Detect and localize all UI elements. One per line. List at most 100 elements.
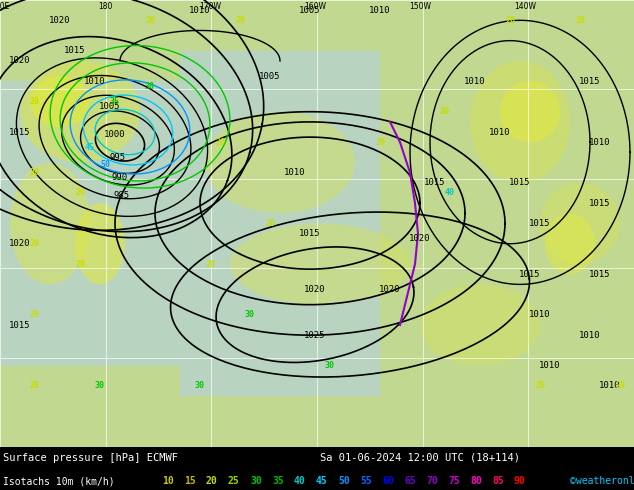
Text: Isotachs 10m (km/h): Isotachs 10m (km/h) — [3, 476, 115, 486]
Text: 70: 70 — [426, 476, 437, 486]
Text: 1025: 1025 — [304, 331, 326, 340]
Text: 30: 30 — [245, 310, 255, 319]
Text: 30: 30 — [250, 476, 262, 486]
Text: 1010: 1010 — [190, 6, 210, 15]
Text: 15: 15 — [184, 476, 196, 486]
Ellipse shape — [500, 81, 560, 142]
Text: 30: 30 — [145, 82, 155, 91]
Text: 170E: 170E — [0, 2, 10, 11]
Text: 1000: 1000 — [104, 129, 126, 139]
Text: 1010: 1010 — [369, 6, 391, 15]
Text: 20: 20 — [575, 16, 585, 25]
Ellipse shape — [540, 183, 620, 264]
Text: 90: 90 — [514, 476, 526, 486]
Text: 160W: 160W — [304, 2, 326, 11]
Ellipse shape — [30, 76, 90, 127]
Bar — [0, 81, 250, 366]
Ellipse shape — [20, 61, 140, 163]
Ellipse shape — [75, 203, 125, 284]
Text: 30: 30 — [325, 361, 335, 370]
Text: 985: 985 — [114, 191, 130, 199]
Text: 1010: 1010 — [529, 310, 551, 319]
Ellipse shape — [10, 163, 90, 284]
Text: 20: 20 — [215, 138, 225, 147]
Text: 20: 20 — [375, 138, 385, 147]
Ellipse shape — [420, 284, 540, 366]
Text: 50: 50 — [338, 476, 350, 486]
Text: 20: 20 — [206, 476, 217, 486]
Text: 20: 20 — [505, 16, 515, 25]
Text: 40: 40 — [294, 476, 306, 486]
Text: 1020: 1020 — [10, 56, 31, 66]
Ellipse shape — [470, 61, 570, 183]
Text: 20: 20 — [75, 260, 85, 269]
Text: 1010: 1010 — [464, 77, 486, 86]
Text: 150W: 150W — [409, 2, 431, 11]
Text: 1010: 1010 — [599, 381, 621, 391]
Text: 1020: 1020 — [49, 16, 71, 25]
Text: 80: 80 — [470, 476, 482, 486]
Text: 20: 20 — [75, 189, 85, 197]
Ellipse shape — [545, 213, 595, 274]
Text: 20: 20 — [440, 107, 450, 116]
Text: 20: 20 — [145, 16, 155, 25]
Text: Surface pressure [hPa] ECMWF: Surface pressure [hPa] ECMWF — [3, 453, 178, 463]
Text: 20: 20 — [265, 219, 275, 228]
Ellipse shape — [230, 223, 410, 305]
Text: 25: 25 — [228, 476, 240, 486]
Text: 140W: 140W — [514, 2, 536, 11]
Text: 1015: 1015 — [589, 270, 611, 279]
Text: 55: 55 — [360, 476, 372, 486]
Text: 170W: 170W — [199, 2, 221, 11]
Text: 1010: 1010 — [489, 127, 511, 137]
Text: 1005: 1005 — [259, 72, 281, 81]
Text: 1010: 1010 — [589, 138, 611, 147]
Text: 1015: 1015 — [299, 229, 321, 238]
Ellipse shape — [205, 112, 355, 213]
Text: 30: 30 — [95, 381, 105, 391]
Text: 20: 20 — [30, 168, 40, 177]
Text: 1020: 1020 — [379, 285, 401, 294]
Text: 1010: 1010 — [284, 168, 306, 177]
Text: 1015: 1015 — [579, 77, 601, 86]
Text: 20: 20 — [30, 310, 40, 319]
Text: 1020: 1020 — [304, 285, 326, 294]
Text: 75: 75 — [448, 476, 460, 486]
Text: 990: 990 — [112, 173, 128, 182]
Text: 1010: 1010 — [579, 331, 601, 340]
Text: 1015: 1015 — [10, 127, 31, 137]
Text: 40: 40 — [445, 189, 455, 197]
Text: 20: 20 — [535, 381, 545, 391]
Text: ©weatheronline.co.uk: ©weatheronline.co.uk — [570, 476, 634, 486]
Text: 1015: 1015 — [519, 270, 541, 279]
Text: 1015: 1015 — [529, 219, 551, 228]
Text: 20: 20 — [205, 260, 215, 269]
Text: 1005: 1005 — [299, 6, 321, 15]
Text: 45: 45 — [85, 143, 95, 152]
Text: 20: 20 — [235, 16, 245, 25]
Text: 1005: 1005 — [100, 102, 120, 111]
Text: 1020: 1020 — [10, 239, 31, 248]
Text: 35: 35 — [272, 476, 284, 486]
Text: 1020: 1020 — [410, 234, 430, 243]
Text: 85: 85 — [492, 476, 504, 486]
Text: 30: 30 — [195, 381, 205, 391]
Text: 20: 20 — [30, 97, 40, 106]
Text: 1015: 1015 — [509, 178, 531, 187]
Text: 1010: 1010 — [84, 77, 106, 86]
Text: 1015: 1015 — [424, 178, 446, 187]
Text: 1015: 1015 — [589, 198, 611, 208]
Text: 65: 65 — [404, 476, 416, 486]
Text: 20: 20 — [615, 381, 625, 391]
Text: 60: 60 — [382, 476, 394, 486]
Text: 45: 45 — [316, 476, 328, 486]
Text: 35: 35 — [110, 97, 120, 106]
Text: 180: 180 — [98, 2, 112, 11]
Text: 50: 50 — [100, 160, 110, 169]
Text: 995: 995 — [110, 153, 126, 162]
Text: 10: 10 — [162, 476, 174, 486]
Text: 20: 20 — [30, 381, 40, 391]
Text: 1015: 1015 — [64, 46, 86, 55]
Text: 1015: 1015 — [10, 320, 31, 329]
Text: 20: 20 — [30, 239, 40, 248]
